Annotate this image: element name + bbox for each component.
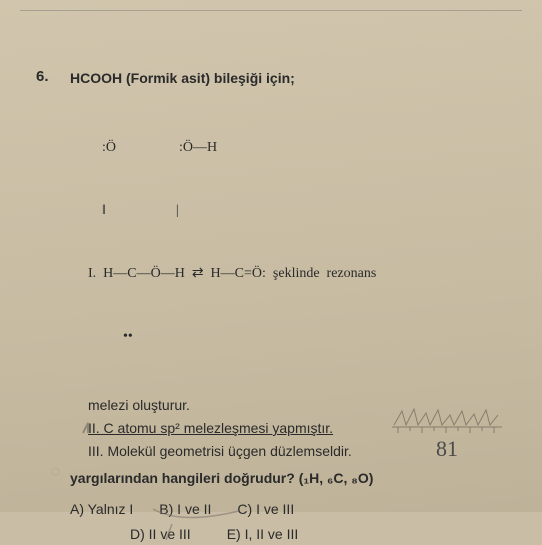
pencil-check-icon xyxy=(82,420,100,434)
options-row-1: A) Yalnız I B) I ve II C) I ve III xyxy=(70,499,506,520)
top-rule-line xyxy=(20,10,522,11)
formula-row-2: ‖ | xyxy=(88,200,506,221)
ruler-icon xyxy=(392,405,502,435)
formula-row-3: I. H—C—Ö—H ⇄ H—C=Ö: şeklinde rezonans xyxy=(88,263,506,284)
option-d-wrap: D) II ve III xyxy=(130,524,191,545)
stray-marks: ○ xyxy=(50,461,61,482)
question-body: HCOOH (Formik asit) bileşiği için; :Ö :Ö… xyxy=(70,68,506,545)
page-number-area: 81 xyxy=(392,405,502,462)
prompt-paren: (₁H, ₆C, ₈O) xyxy=(299,470,374,486)
question-title: HCOOH (Formik asit) bileşiği için; xyxy=(70,68,506,89)
statement-ii-text: II. C atomu sp² melezleşmesi yapmıştır. xyxy=(88,420,333,436)
question-block: 6. HCOOH (Formik asit) bileşiği için; :Ö… xyxy=(36,68,506,545)
option-d: D) II ve III xyxy=(130,526,191,542)
option-a: A) Yalnız I xyxy=(70,499,133,520)
resonance-formula: :Ö :Ö—H ‖ | I. H—C—Ö—H ⇄ H—C=Ö: şeklinde… xyxy=(88,95,506,389)
option-b-wrap: B) I ve II xyxy=(159,499,211,520)
question-prompt: yargılarından hangileri doğrudur? (₁H, ₆… xyxy=(70,468,506,489)
formula-row-1: :Ö :Ö—H xyxy=(88,137,506,158)
page-container: 6. HCOOH (Formik asit) bileşiği için; :Ö… xyxy=(0,0,542,512)
prompt-lead: yargılarından hangileri doğrudur? xyxy=(70,470,295,486)
option-c: C) I ve III xyxy=(237,499,294,520)
options-row-2: D) II ve III E) I, II ve III xyxy=(130,524,506,545)
pencil-slash-icon xyxy=(164,522,174,542)
page-number: 81 xyxy=(392,436,502,462)
formula-row-4: •• xyxy=(88,326,506,347)
option-e: E) I, II ve III xyxy=(227,524,299,545)
